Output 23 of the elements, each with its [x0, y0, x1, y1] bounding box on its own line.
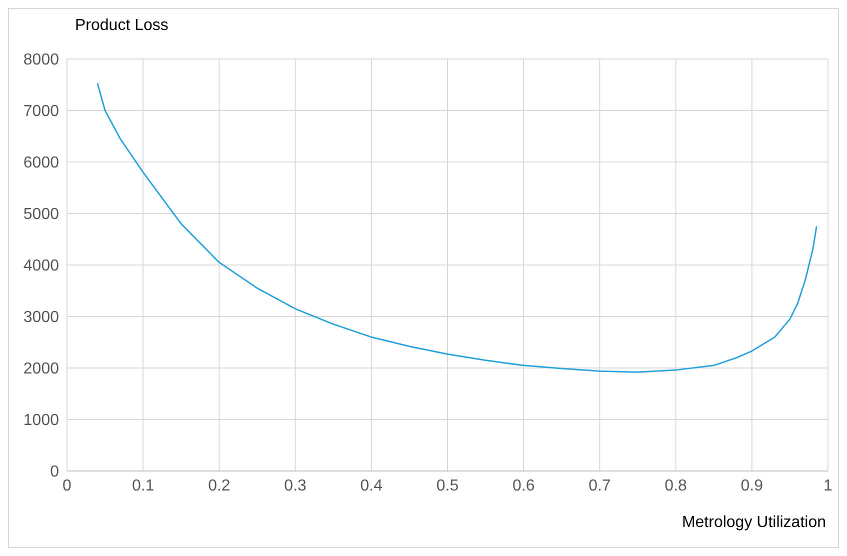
x-tick-label: 0.9 [740, 477, 764, 494]
x-tick-label: 0.1 [132, 477, 154, 494]
x-tick-label: 0.2 [208, 477, 230, 494]
y-tick-label: 7000 [23, 103, 60, 120]
y-tick-label: 6000 [23, 154, 60, 172]
line-series [96, 82, 818, 373]
y-tick-label: 1000 [23, 412, 60, 430]
y-tick-label: 2000 [23, 360, 60, 378]
y-axis-title: Product Loss [75, 17, 168, 35]
y-tick-label: 4000 [23, 258, 60, 275]
x-axis-title: Metrology Utilization [682, 514, 826, 532]
x-tick-label: 0.6 [512, 477, 535, 494]
x-tick-label: 0.4 [360, 477, 383, 494]
x-tick-label: 0.3 [284, 477, 307, 494]
y-tick-label: 3000 [23, 309, 60, 326]
x-tick-label: 1 [824, 477, 833, 494]
x-tick-label: 0.5 [436, 477, 459, 494]
y-tick-label: 8000 [23, 52, 60, 69]
x-tick-label: 0.8 [664, 477, 688, 494]
x-tick-label: 0 [62, 477, 72, 494]
y-tick-label: 5000 [23, 206, 60, 224]
y-tick-label: 0 [50, 464, 60, 481]
x-tick-label: 0.7 [588, 477, 611, 494]
